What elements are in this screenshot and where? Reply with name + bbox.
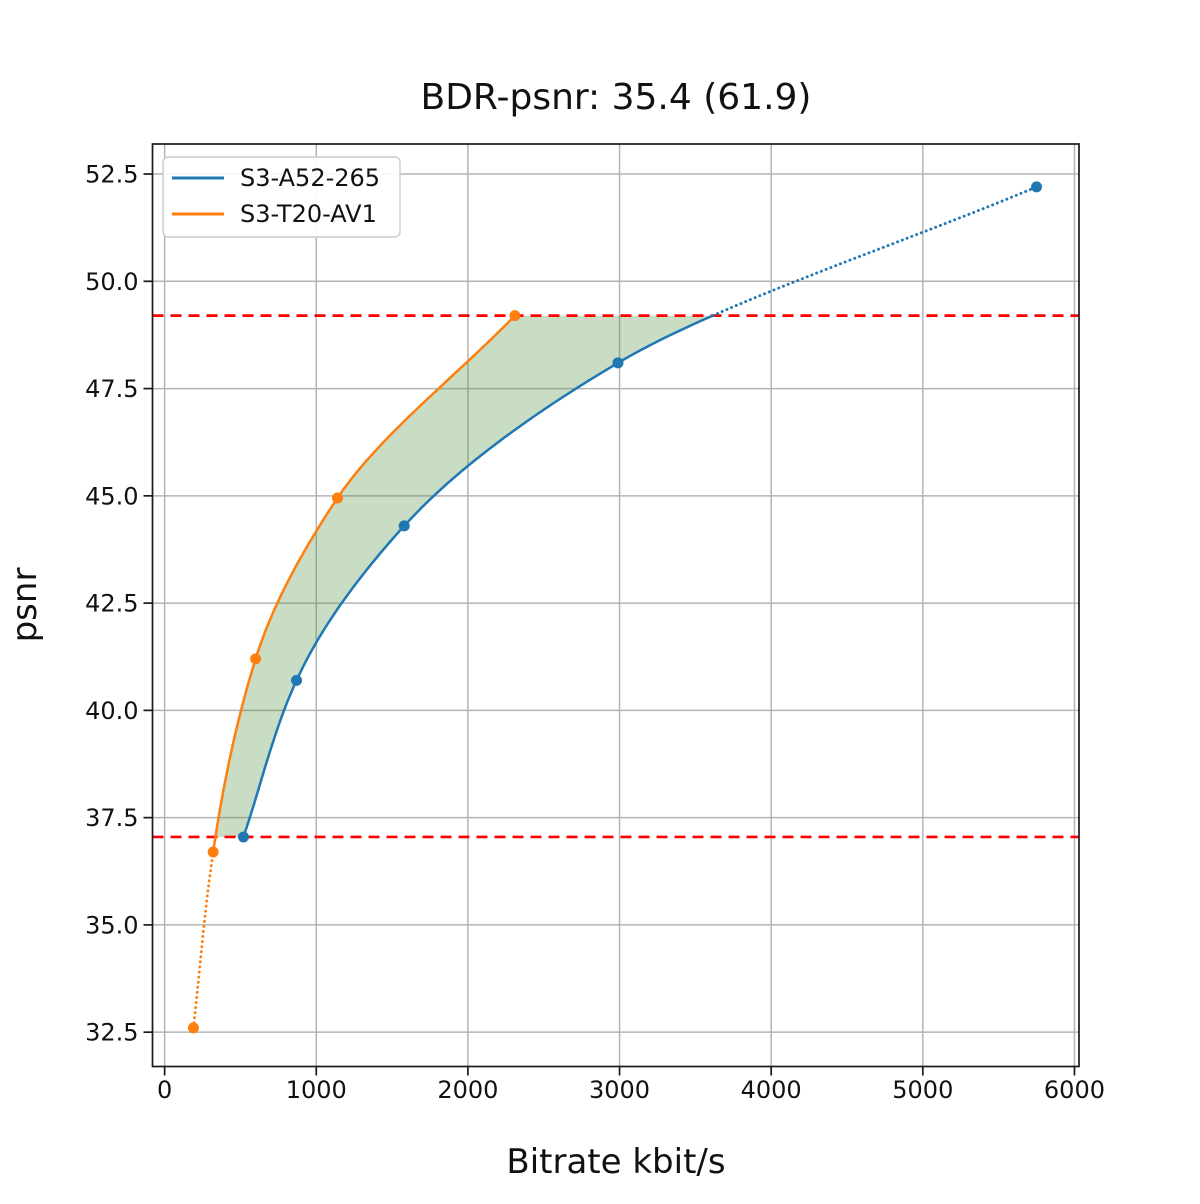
y-tick-label: 42.5 — [85, 590, 138, 618]
axes-layer — [143, 143, 1080, 1076]
legend-label-series-0: S3-A52-265 — [240, 164, 380, 192]
legend: S3-A52-265 S3-T20-AV1 — [162, 156, 401, 238]
data-point — [331, 492, 343, 504]
y-tick-label: 37.5 — [85, 804, 138, 832]
x-tick-label: 6000 — [1044, 1076, 1105, 1104]
chart-title: BDR-psnr: 35.4 (61.9) — [421, 77, 812, 118]
y-tick-label: 47.5 — [85, 375, 138, 403]
y-tick-label: 35.0 — [85, 911, 138, 939]
overlap-hlines-layer — [152, 314, 1079, 839]
data-point — [509, 310, 521, 322]
grid-layer — [152, 144, 1079, 1067]
x-tick-label: 4000 — [741, 1076, 802, 1104]
x-tick-label: 0 — [157, 1076, 172, 1104]
data-point — [237, 831, 249, 843]
y-tick-label: 32.5 — [85, 1019, 138, 1047]
curve-dotted-segment — [191, 850, 215, 1030]
x-tick-label: 5000 — [892, 1076, 953, 1104]
shade-layer — [215, 315, 713, 837]
curve-dotted-segment — [711, 185, 1038, 318]
y-tick-label: 52.5 — [85, 161, 138, 189]
plot-border — [151, 143, 1080, 1068]
curve-solid-segment — [242, 314, 714, 838]
data-point — [250, 653, 262, 665]
data-point — [291, 674, 303, 686]
series-layer — [187, 181, 1043, 1034]
data-point — [612, 357, 624, 369]
bd-overlap-shade — [215, 315, 713, 837]
y-tick-label: 45.0 — [85, 482, 138, 510]
data-point — [398, 520, 410, 532]
y-tick-label: 50.0 — [85, 268, 138, 296]
x-tick-label: 3000 — [589, 1076, 650, 1104]
data-point — [207, 846, 219, 858]
legend-label-series-1: S3-T20-AV1 — [240, 200, 377, 228]
tick-labels-layer: 0 1000 2000 3000 4000 5000 6000 32.5 35.0 37.5 40.… — [85, 161, 1105, 1104]
data-point — [1031, 181, 1043, 193]
curve-solid-segment — [211, 314, 516, 853]
y-tick-label: 40.0 — [85, 697, 138, 725]
x-axis-label: Bitrate kbit/s — [506, 1142, 725, 1182]
x-tick-label: 1000 — [286, 1076, 347, 1104]
x-tick-label: 2000 — [437, 1076, 498, 1104]
y-axis-label: psnr — [5, 568, 45, 643]
data-point — [187, 1022, 199, 1034]
